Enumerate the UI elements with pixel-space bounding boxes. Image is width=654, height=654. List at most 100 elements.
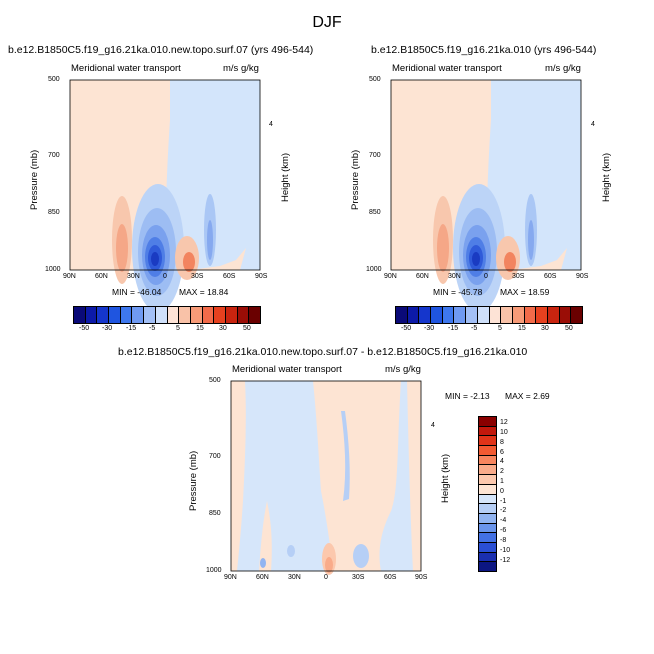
colorbar-swatch bbox=[476, 307, 489, 323]
colorbar-swatch bbox=[108, 307, 120, 323]
panel-2-title: b.e12.B1850C5.f19_g16.21ka.010 (yrs 496-… bbox=[371, 44, 597, 56]
panel-3-ytick-850: 850 bbox=[209, 510, 221, 517]
panel-2-max-label: MAX = 18.59 bbox=[500, 287, 550, 297]
panel-1-blue-core bbox=[132, 184, 184, 312]
panel-3-colorbar-label-neg12: -12 bbox=[500, 557, 511, 564]
colorbar-swatch bbox=[500, 307, 512, 323]
colorbar-swatch bbox=[248, 307, 260, 323]
panel-3-colorbar-label-2: 2 bbox=[500, 468, 504, 475]
panel-1-colorbar-label-8: 50 bbox=[243, 325, 251, 332]
colorbar-swatch bbox=[479, 503, 496, 513]
panel-1-max-label: MAX = 18.84 bbox=[179, 287, 229, 297]
colorbar-swatch bbox=[488, 307, 501, 323]
panel-3-colorbar-label-12: 12 bbox=[500, 419, 508, 426]
colorbar-swatch bbox=[479, 425, 496, 436]
panel-1-xtick-60n: 60N bbox=[95, 273, 108, 280]
panel-2-xtick-0: 0 bbox=[484, 273, 488, 280]
panel-3-ytick-1000: 1000 bbox=[206, 567, 222, 574]
panel-1-red-cells bbox=[112, 196, 199, 284]
figure-title: DJF bbox=[312, 14, 342, 31]
panel-3-ytick-700: 700 bbox=[209, 453, 221, 460]
panel-3-xtick-90s: 90S bbox=[415, 574, 428, 581]
panel-2-blue-lobes bbox=[525, 194, 537, 266]
panel-1-colorbar-label-5: 5 bbox=[176, 325, 180, 332]
colorbar-swatch bbox=[224, 307, 237, 323]
panel-1-ytick-700: 700 bbox=[48, 152, 60, 159]
colorbar-swatch bbox=[479, 417, 496, 426]
panel-3-colorbar-label-neg8: -8 bbox=[500, 537, 507, 544]
panel-3-y-axis-label: Pressure (mb) bbox=[188, 450, 199, 511]
panel-2-colorbar-label-1: -50 bbox=[401, 325, 412, 332]
colorbar-swatch bbox=[465, 307, 477, 323]
colorbar-swatch bbox=[441, 307, 454, 323]
panel-3-xtick-90n: 90N bbox=[224, 574, 237, 581]
panel-3-colorbar-label-1: 1 bbox=[500, 478, 504, 485]
panel-3-colorbar-label-0: 0 bbox=[500, 488, 504, 495]
panel-3-colorbar-label-neg10: -10 bbox=[500, 547, 511, 554]
panel-3-colorbar bbox=[478, 416, 497, 572]
panel-2-units-label: m/s g/kg bbox=[545, 63, 581, 74]
colorbar-swatch bbox=[178, 307, 190, 323]
panel-3-colorbar-label-10: 10 bbox=[500, 429, 508, 436]
panel-1-xtick-30s: 30S bbox=[191, 273, 204, 280]
panel-2-variable-label: Meridional water transport bbox=[392, 63, 502, 74]
colorbar-swatch bbox=[558, 307, 571, 323]
colorbar-swatch bbox=[189, 307, 202, 323]
panel-1-y2-axis-label: Height (km) bbox=[280, 152, 291, 202]
colorbar-swatch bbox=[535, 307, 547, 323]
panel-2-colorbar-label-6: 15 bbox=[518, 325, 526, 332]
panel-3-ytick-500: 500 bbox=[209, 377, 221, 384]
panel-2-colorbar-label-5: 5 bbox=[498, 325, 502, 332]
panel-2-negative-region bbox=[486, 80, 581, 270]
panel-3-xtick-30n: 30N bbox=[288, 574, 301, 581]
colorbar-swatch bbox=[201, 307, 214, 323]
panel-1-xtick-0: 0 bbox=[163, 273, 167, 280]
panel-3-xtick-60n: 60N bbox=[256, 574, 269, 581]
panel-1-min-label: MIN = -46.04 bbox=[112, 287, 162, 297]
panel-2-ytick-850: 850 bbox=[369, 209, 381, 216]
panel-1-ytick-1000: 1000 bbox=[45, 266, 61, 273]
panel-1-colorbar-label-2: -30 bbox=[102, 325, 113, 332]
panel-2-colorbar-label-4: -5 bbox=[471, 325, 478, 332]
panel-2-xtick-90s: 90S bbox=[576, 273, 589, 280]
panel-2-min-label: MIN = -45.78 bbox=[433, 287, 483, 297]
panel-3-xtick-30s: 30S bbox=[352, 574, 365, 581]
panel-1-colorbar-label-7: 30 bbox=[219, 325, 227, 332]
colorbar-swatch bbox=[479, 512, 496, 523]
panel-2-y2tick-4: 4 bbox=[591, 121, 595, 128]
panel-1-contour-plot bbox=[69, 79, 261, 312]
colorbar-swatch bbox=[479, 541, 496, 552]
panel-1-y-axis-label: Pressure (mb) bbox=[29, 149, 40, 210]
panel-2-contour-plot bbox=[390, 79, 582, 312]
panel-1-negative-region bbox=[165, 80, 260, 270]
colorbar-swatch bbox=[74, 307, 85, 323]
colorbar-swatch bbox=[119, 307, 132, 323]
colorbar-swatch bbox=[479, 454, 496, 465]
panel-3-colorbar-label-8: 8 bbox=[500, 439, 504, 446]
panel-1-units-label: m/s g/kg bbox=[223, 63, 259, 74]
colorbar-swatch bbox=[479, 532, 496, 542]
colorbar-swatch bbox=[84, 307, 97, 323]
colorbar-swatch bbox=[570, 307, 582, 323]
colorbar-swatch bbox=[213, 307, 225, 323]
colorbar-swatch bbox=[453, 307, 466, 323]
colorbar-swatch bbox=[479, 522, 496, 533]
panel-2-colorbar-label-2: -30 bbox=[424, 325, 435, 332]
panel-2-ytick-1000: 1000 bbox=[366, 266, 382, 273]
colorbar-swatch bbox=[479, 483, 496, 494]
panel-3-units-label: m/s g/kg bbox=[385, 364, 421, 375]
panel-3-contour-plot bbox=[230, 380, 422, 575]
panel-1-xtick-90n: 90N bbox=[63, 273, 76, 280]
panel-2-ytick-700: 700 bbox=[369, 152, 381, 159]
panel-1-variable-label: Meridional water transport bbox=[71, 63, 181, 74]
panel-3-max-label: MAX = 2.69 bbox=[505, 391, 550, 401]
panel-1-xtick-60s: 60S bbox=[223, 273, 236, 280]
panel-3-y2-axis-label: Height (km) bbox=[440, 453, 451, 503]
colorbar-swatch bbox=[430, 307, 442, 323]
panel-3-positive-cell bbox=[322, 543, 336, 575]
panel-1-xtick-90s: 90S bbox=[255, 273, 268, 280]
panel-2-xtick-60s: 60S bbox=[544, 273, 557, 280]
panel-3-title: b.e12.B1850C5.f19_g16.21ka.010.new.topo.… bbox=[118, 346, 528, 358]
panel-2-xtick-30s: 30S bbox=[512, 273, 525, 280]
panel-1-xtick-30n: 30N bbox=[127, 273, 140, 280]
